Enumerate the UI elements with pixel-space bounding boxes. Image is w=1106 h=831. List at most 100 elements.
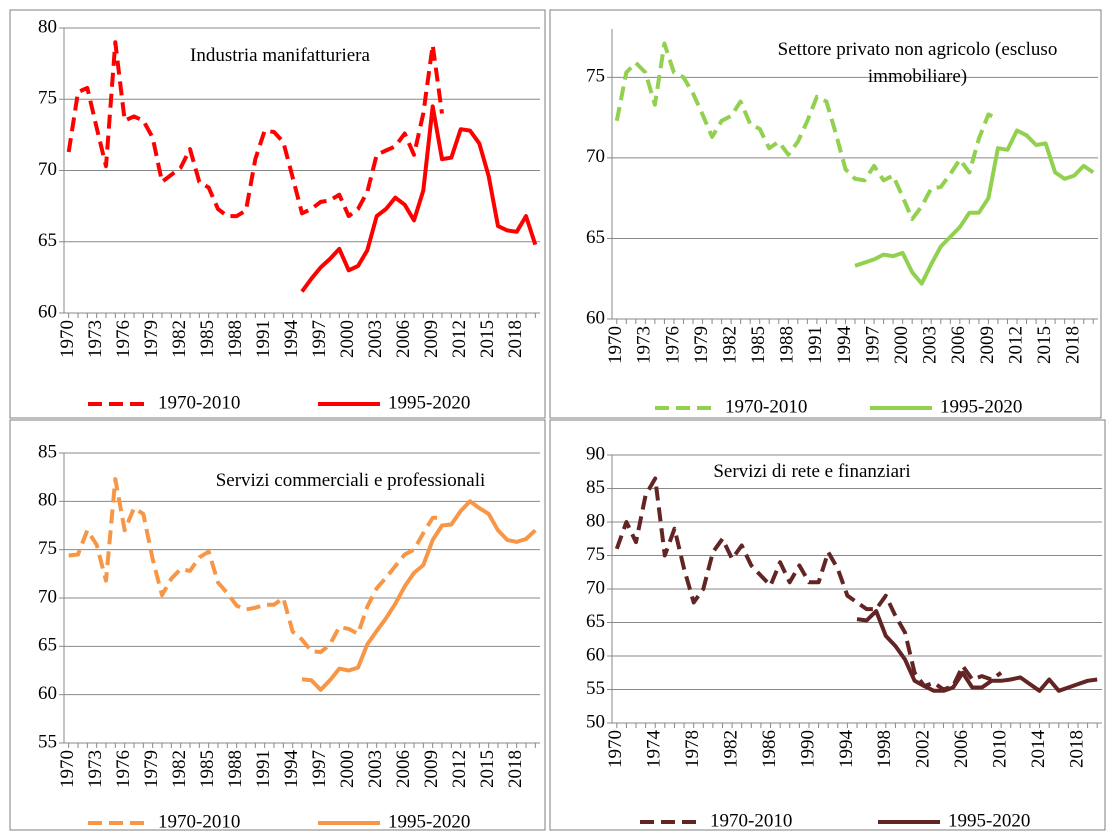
x-tick-label: 1979 — [691, 326, 712, 364]
y-tick-label: 80 — [38, 16, 57, 37]
x-tick-label: 1988 — [225, 750, 246, 788]
chart-title: Servizi di rete e finanziari — [713, 461, 911, 482]
x-tick-label: 1994 — [281, 320, 302, 359]
x-tick-label: 1997 — [862, 326, 883, 364]
y-tick-label: 80 — [586, 510, 605, 531]
legend-label: 1970-2010 — [158, 392, 240, 413]
x-tick-label: 1991 — [253, 750, 274, 788]
x-tick-label: 1974 — [644, 730, 665, 769]
x-tick-label: 2000 — [337, 750, 358, 788]
x-tick-label: 2009 — [421, 750, 442, 788]
y-tick-label: 65 — [586, 611, 605, 632]
x-tick-label: 2003 — [920, 326, 941, 364]
y-tick-label: 65 — [38, 230, 57, 251]
x-tick-label: 1988 — [777, 326, 798, 364]
x-tick-label: 2000 — [891, 326, 912, 364]
series-line — [614, 41, 999, 222]
panel-border — [9, 419, 546, 831]
x-tick-label: 2014 — [1028, 730, 1049, 769]
x-tick-label: 1985 — [748, 326, 769, 364]
y-tick-label: 85 — [586, 477, 605, 498]
y-tick-label: 70 — [586, 577, 605, 598]
x-tick-label: 1970 — [605, 326, 626, 364]
x-tick-label: 1979 — [141, 320, 162, 358]
x-tick-label: 1970 — [57, 750, 78, 788]
x-tick-label: 1976 — [113, 320, 134, 358]
x-tick-label: 2012 — [449, 750, 470, 788]
x-tick-label: 2018 — [505, 750, 526, 788]
x-tick-label: 1994 — [836, 730, 857, 769]
x-tick-label: 2015 — [1034, 326, 1055, 364]
x-tick-label: 1990 — [797, 730, 818, 768]
y-tick-label: 80 — [38, 490, 57, 511]
x-tick-label: 1986 — [759, 730, 780, 768]
x-tick-label: 1978 — [682, 730, 703, 768]
x-tick-label: 1979 — [141, 750, 162, 788]
series-line — [856, 609, 1098, 693]
y-tick-label: 75 — [38, 538, 57, 559]
x-tick-label: 1982 — [169, 750, 190, 788]
legend-label: 1995-2020 — [388, 811, 470, 831]
x-tick-label: 1988 — [225, 320, 246, 358]
series-line — [301, 499, 537, 692]
y-tick-label: 75 — [586, 66, 605, 87]
series-line — [300, 104, 538, 293]
series-line — [854, 128, 1095, 286]
x-tick-label: 2006 — [948, 326, 969, 364]
y-tick-label: 70 — [586, 146, 605, 167]
x-tick-label: 1982 — [719, 326, 740, 364]
x-tick-label: 1976 — [113, 750, 134, 788]
legend-label: 1970-2010 — [710, 810, 792, 831]
y-tick-label: 60 — [586, 644, 605, 665]
y-tick-label: 75 — [38, 88, 57, 109]
x-tick-label: 1994 — [834, 326, 855, 365]
x-tick-label: 2006 — [951, 730, 972, 768]
x-tick-label: 1973 — [634, 326, 655, 364]
x-tick-label: 2012 — [1005, 326, 1026, 364]
x-tick-label: 1982 — [720, 730, 741, 768]
x-tick-label: 1973 — [85, 320, 106, 358]
panel-border — [549, 9, 1102, 419]
x-tick-label: 1976 — [662, 326, 683, 364]
x-tick-label: 1985 — [197, 320, 218, 358]
y-tick-label: 65 — [38, 635, 57, 656]
x-tick-label: 2018 — [505, 320, 526, 358]
x-tick-label: 2018 — [1063, 326, 1084, 364]
chart-title: Industria manifatturiera — [190, 45, 370, 66]
x-tick-label: 2003 — [365, 320, 386, 358]
x-tick-label: 1994 — [281, 750, 302, 789]
x-tick-label: 1970 — [605, 730, 626, 768]
y-tick-label: 70 — [38, 586, 57, 607]
y-tick-label: 50 — [586, 711, 605, 732]
x-tick-label: 2000 — [337, 320, 358, 358]
y-tick-label: 55 — [586, 678, 605, 699]
series-line — [66, 40, 444, 219]
x-tick-label: 2015 — [477, 320, 498, 358]
y-tick-label: 60 — [38, 301, 57, 322]
x-tick-label: 1997 — [309, 320, 330, 358]
legend-label: 1995-2020 — [388, 392, 470, 413]
y-tick-label: 75 — [586, 544, 605, 565]
x-tick-label: 2018 — [1066, 730, 1087, 768]
y-tick-label: 90 — [586, 443, 605, 464]
x-tick-label: 1970 — [57, 320, 78, 358]
legend-label: 1970-2010 — [725, 396, 807, 417]
panel-border — [9, 9, 546, 419]
chart-title: Settore privato non agricolo (escluso im… — [777, 39, 1058, 87]
x-tick-label: 2003 — [365, 750, 386, 788]
series-line — [68, 477, 442, 655]
y-tick-label: 65 — [586, 227, 605, 248]
x-tick-label: 2002 — [913, 730, 934, 768]
y-tick-label: 85 — [38, 441, 57, 462]
y-tick-label: 55 — [38, 731, 57, 752]
x-tick-label: 2006 — [393, 750, 414, 788]
x-tick-label: 2009 — [421, 320, 442, 358]
panel-border — [549, 419, 1106, 831]
x-tick-label: 1991 — [805, 326, 826, 364]
y-tick-label: 60 — [586, 307, 605, 328]
x-tick-label: 2006 — [393, 320, 414, 358]
x-tick-label: 1998 — [874, 730, 895, 768]
x-tick-label: 2010 — [989, 730, 1010, 768]
